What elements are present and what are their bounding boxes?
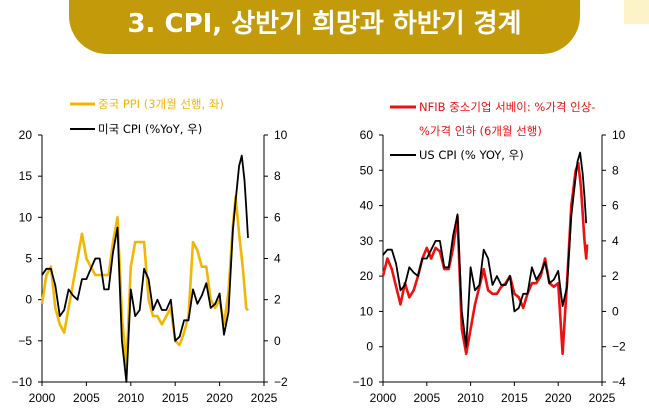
legend-label-1: 중국 PPI (3개월 선행, 좌): [98, 97, 224, 111]
x-tick-label: 2015: [501, 391, 528, 405]
left-tick-label: 0: [366, 340, 373, 354]
x-tick-label: 2000: [29, 391, 56, 405]
right-tick-label: −2: [274, 375, 288, 389]
x-tick-label: 2025: [251, 391, 278, 405]
left-tick-label: 60: [360, 128, 374, 142]
right-tick-label: 0: [612, 304, 619, 318]
x-tick-label: 2020: [545, 391, 572, 405]
right-tick-label: 2: [612, 269, 619, 283]
left-tick-label: 50: [360, 163, 374, 177]
right-tick-label: 10: [274, 128, 288, 142]
page-title: 3. CPI, 상반기 희망과 하반기 경계: [127, 9, 522, 39]
right-tick-label: 10: [612, 128, 626, 142]
left-tick-label: 10: [19, 210, 33, 224]
legend-label-1: NFIB 중소기업 서베이: %가격 인상- %가격 인하 (6개월 선행): [419, 100, 595, 138]
right-tick-label: −2: [612, 340, 626, 354]
x-tick-label: 2020: [206, 391, 233, 405]
left-tick-label: 30: [360, 234, 374, 248]
left-tick-label: 0: [25, 293, 32, 307]
series-line-2: [41, 154, 249, 383]
left-tick-label: −10: [12, 375, 33, 389]
left-tick-label: 15: [19, 169, 33, 183]
right-tick-label: 8: [612, 163, 619, 177]
right-tick-label: 4: [274, 252, 281, 266]
chart-2: −10 0 10 20 30 40 50 60 −4 −2 0 2 4 6 8 10 2000 2005 2010 2…: [353, 100, 626, 405]
left-tick-label: 5: [25, 252, 32, 266]
left-tick-label: 20: [360, 269, 374, 283]
x-tick-label: 2010: [117, 391, 144, 405]
x-tick-label: 2005: [413, 391, 440, 405]
right-tick-label: 0: [274, 334, 281, 348]
x-tick-label: 2015: [162, 391, 189, 405]
left-tick-label: 10: [360, 304, 374, 318]
legend-label-line-1: NFIB 중소기업 서베이: %가격 인상-: [419, 100, 595, 114]
series-line-2: [382, 151, 588, 348]
series-line-1: [40, 195, 250, 367]
right-tick-label: −4: [612, 375, 626, 389]
corner-decoration: [624, 0, 649, 24]
title-banner: [69, 0, 580, 54]
right-tick-label: 4: [612, 234, 619, 248]
x-tick-label: 2005: [73, 391, 100, 405]
left-tick-label: 20: [19, 128, 33, 142]
right-tick-label: 8: [274, 169, 281, 183]
left-tick-label: 40: [360, 199, 374, 213]
x-tick-label: 2000: [370, 391, 397, 405]
x-tick-label: 2025: [589, 391, 616, 405]
legend-label-line-2: %가격 인하 (6개월 선행): [419, 124, 542, 138]
right-tick-label: 6: [274, 210, 281, 224]
chart-1: −10 −5 0 5 10 15 20 −2 0 2 4 6 8 10 2000 2005 2010 2015 20…: [12, 97, 288, 405]
right-tick-label: 6: [612, 199, 619, 213]
series-line-1: [381, 161, 589, 356]
right-tick-label: 2: [274, 293, 281, 307]
left-tick-label: −5: [18, 334, 32, 348]
left-tick-label: −10: [353, 375, 374, 389]
legend-label-2: US CPI (% YOY, 우): [419, 148, 524, 162]
legend-label-2: 미국 CPI (%YoY, 우): [98, 122, 202, 136]
x-tick-label: 2010: [457, 391, 484, 405]
